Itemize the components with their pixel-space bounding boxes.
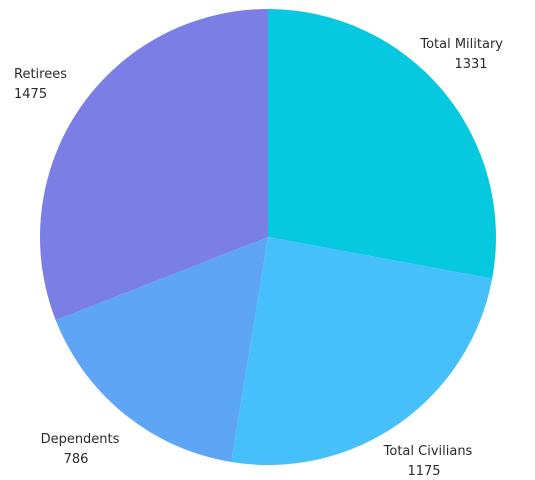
slice-label-retirees: Retirees — [14, 67, 67, 82]
slice-value-retirees: 1475 — [14, 87, 47, 102]
slice-value-total-civilians: 1175 — [407, 464, 440, 479]
slice-label-dependents: Dependents — [41, 432, 120, 447]
pie-slice-retirees — [40, 9, 269, 321]
pie-slice-dependents — [55, 237, 269, 463]
pie-slice-total-military — [268, 9, 496, 279]
slice-label-total-civilians: Total Civilians — [383, 444, 473, 459]
pie-slice-total-civilians — [231, 237, 493, 465]
slice-value-dependents: 786 — [64, 452, 89, 467]
slice-value-total-military: 1331 — [454, 57, 487, 72]
slices-layer — [40, 9, 496, 465]
labels-layer: Total Military 1331 Total Civilians 1175 Dep… — [14, 37, 503, 479]
slice-label-total-military: Total Military — [419, 37, 503, 52]
